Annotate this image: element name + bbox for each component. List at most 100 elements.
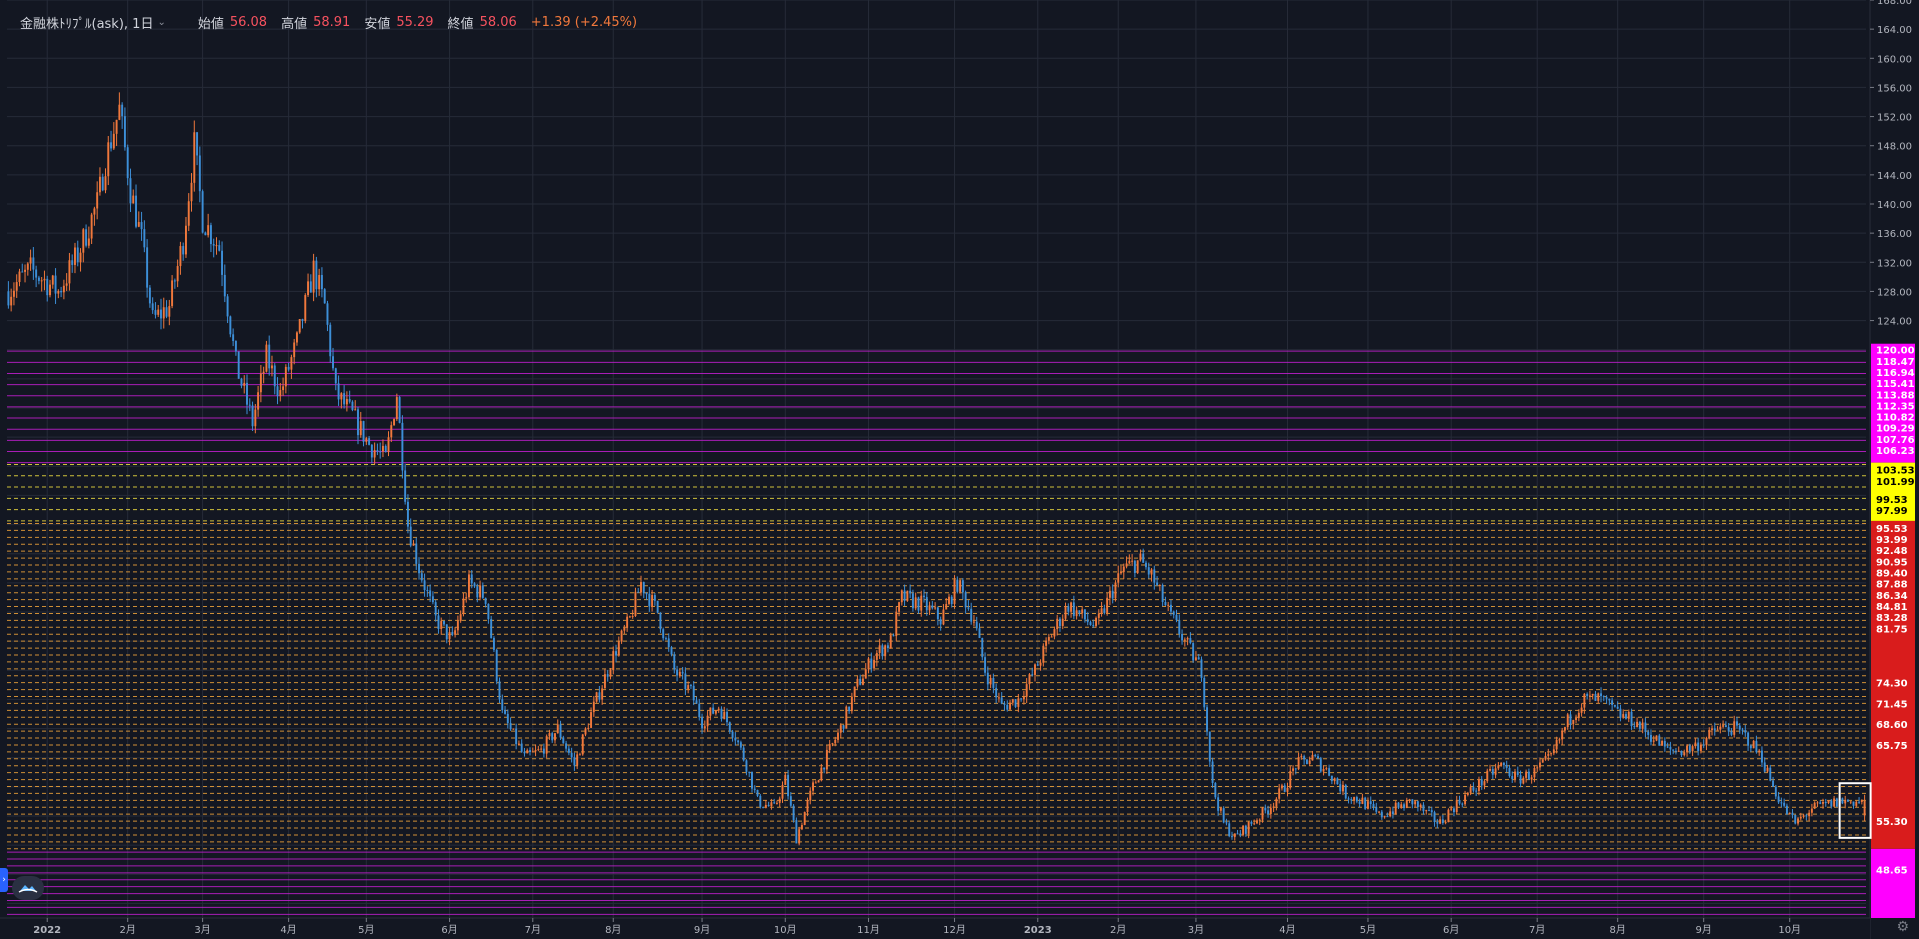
low-label: 安値: [364, 17, 391, 32]
axis-band-magenta: [1871, 848, 1915, 918]
candle-body: [1211, 761, 1214, 784]
candle-body: [168, 306, 171, 317]
candle-body: [1253, 823, 1256, 825]
candle-body: [1563, 727, 1566, 731]
candle-body: [1439, 819, 1442, 824]
price-tag-label: 103.53: [1876, 466, 1915, 477]
candle-body: [1095, 617, 1098, 626]
candle-body: [692, 685, 695, 701]
candle-body: [143, 229, 146, 248]
candle-body: [1539, 762, 1541, 768]
price-tag-bg: [1871, 354, 1915, 367]
candle-body: [1630, 711, 1633, 727]
candle-body: [737, 740, 740, 743]
price-tag-label: 48.65: [1876, 866, 1908, 877]
candle-body: [628, 616, 631, 618]
x-tick-label: 3月: [194, 924, 210, 936]
candle-body: [870, 658, 873, 669]
candle-body: [770, 802, 773, 807]
candle-body: [221, 250, 224, 275]
candle-body: [262, 371, 265, 374]
candle-body: [1117, 573, 1120, 583]
candle-body: [1705, 737, 1708, 746]
candle-body: [1286, 787, 1289, 792]
chevron-right-icon[interactable]: ›: [0, 868, 8, 892]
candle-body: [465, 597, 468, 599]
candle-body: [1763, 762, 1766, 772]
candle-body: [406, 501, 409, 527]
candle-body: [298, 319, 301, 333]
candle-body: [895, 611, 898, 637]
candle-body: [337, 383, 340, 400]
candle-body: [698, 703, 701, 718]
candle-body: [1267, 810, 1270, 814]
candle-body: [93, 208, 96, 215]
candle-body: [656, 600, 659, 613]
symbol-name[interactable]: 金融株ﾄﾘﾌﾟﾙ(ask), 1日: [20, 17, 154, 32]
candle-body: [1641, 722, 1644, 729]
x-tick-label: 8月: [605, 924, 621, 936]
candle-body: [1622, 714, 1625, 718]
candle-body: [853, 686, 856, 697]
y-tick-label: 160.00: [1877, 54, 1912, 65]
candle-body: [1414, 801, 1417, 805]
candle-body: [978, 628, 981, 639]
candle-body: [1342, 784, 1344, 792]
candle-body: [995, 687, 998, 698]
candle-body: [665, 638, 667, 640]
chevron-down-icon[interactable]: ⌄: [157, 17, 166, 28]
candle-body: [1525, 771, 1528, 778]
candle-body: [304, 295, 307, 321]
candle-body: [1236, 833, 1239, 835]
high-label: 高値: [281, 17, 308, 32]
candle-body: [1636, 721, 1639, 728]
x-tick-label: 10月: [774, 924, 797, 936]
candle-body: [1217, 797, 1220, 811]
candle-body: [40, 280, 43, 282]
candle-body: [1822, 801, 1824, 804]
candle-body: [653, 595, 656, 601]
candle-body: [1086, 619, 1089, 623]
close-value: 58.06: [479, 15, 517, 30]
candle-body: [601, 688, 604, 700]
candle-body: [393, 419, 396, 426]
candle-body: [551, 733, 554, 741]
candle-body: [1600, 693, 1602, 697]
candle-body: [351, 401, 354, 410]
candle-body: [1264, 807, 1267, 811]
candle-body: [1522, 777, 1525, 784]
candle-body: [1569, 714, 1572, 725]
candle-body: [307, 281, 310, 296]
candle-body: [1319, 758, 1322, 772]
candle-body: [1663, 740, 1666, 747]
candle-body: [135, 195, 137, 227]
candle-body: [1691, 746, 1694, 752]
candle-body: [914, 597, 917, 609]
candle-body: [1172, 611, 1175, 615]
candle-body: [1111, 590, 1114, 599]
time-axis: 2022 2月 3月 4月 5月 6月 7月 8月 9月 10月 11月 12月 2023 2月 3月 4月 5…: [0, 917, 1870, 939]
candle-body: [1039, 662, 1042, 666]
candle-body: [1627, 711, 1630, 719]
candle-body: [731, 731, 734, 738]
candle-body: [1469, 787, 1472, 793]
cloud-logo-icon[interactable]: [12, 876, 44, 900]
gear-icon[interactable]: ⚙: [1896, 919, 1909, 935]
y-tick-label: 144.00: [1877, 171, 1912, 182]
candle-body: [271, 365, 273, 369]
candle-body: [1269, 807, 1272, 814]
candle-body: [1841, 798, 1844, 804]
candle-body: [1231, 836, 1233, 838]
candle-body: [448, 632, 451, 640]
candle-body: [1175, 614, 1178, 621]
candle-body: [15, 282, 18, 291]
candle-body: [276, 386, 279, 397]
candle-body: [1206, 707, 1208, 732]
price-tag-bg: [1871, 588, 1915, 601]
candle-body: [540, 748, 543, 750]
price-tag-bg: [1871, 432, 1915, 445]
candle-body: [1383, 816, 1386, 818]
candle-body: [1669, 746, 1672, 750]
candle-body: [1727, 727, 1730, 732]
